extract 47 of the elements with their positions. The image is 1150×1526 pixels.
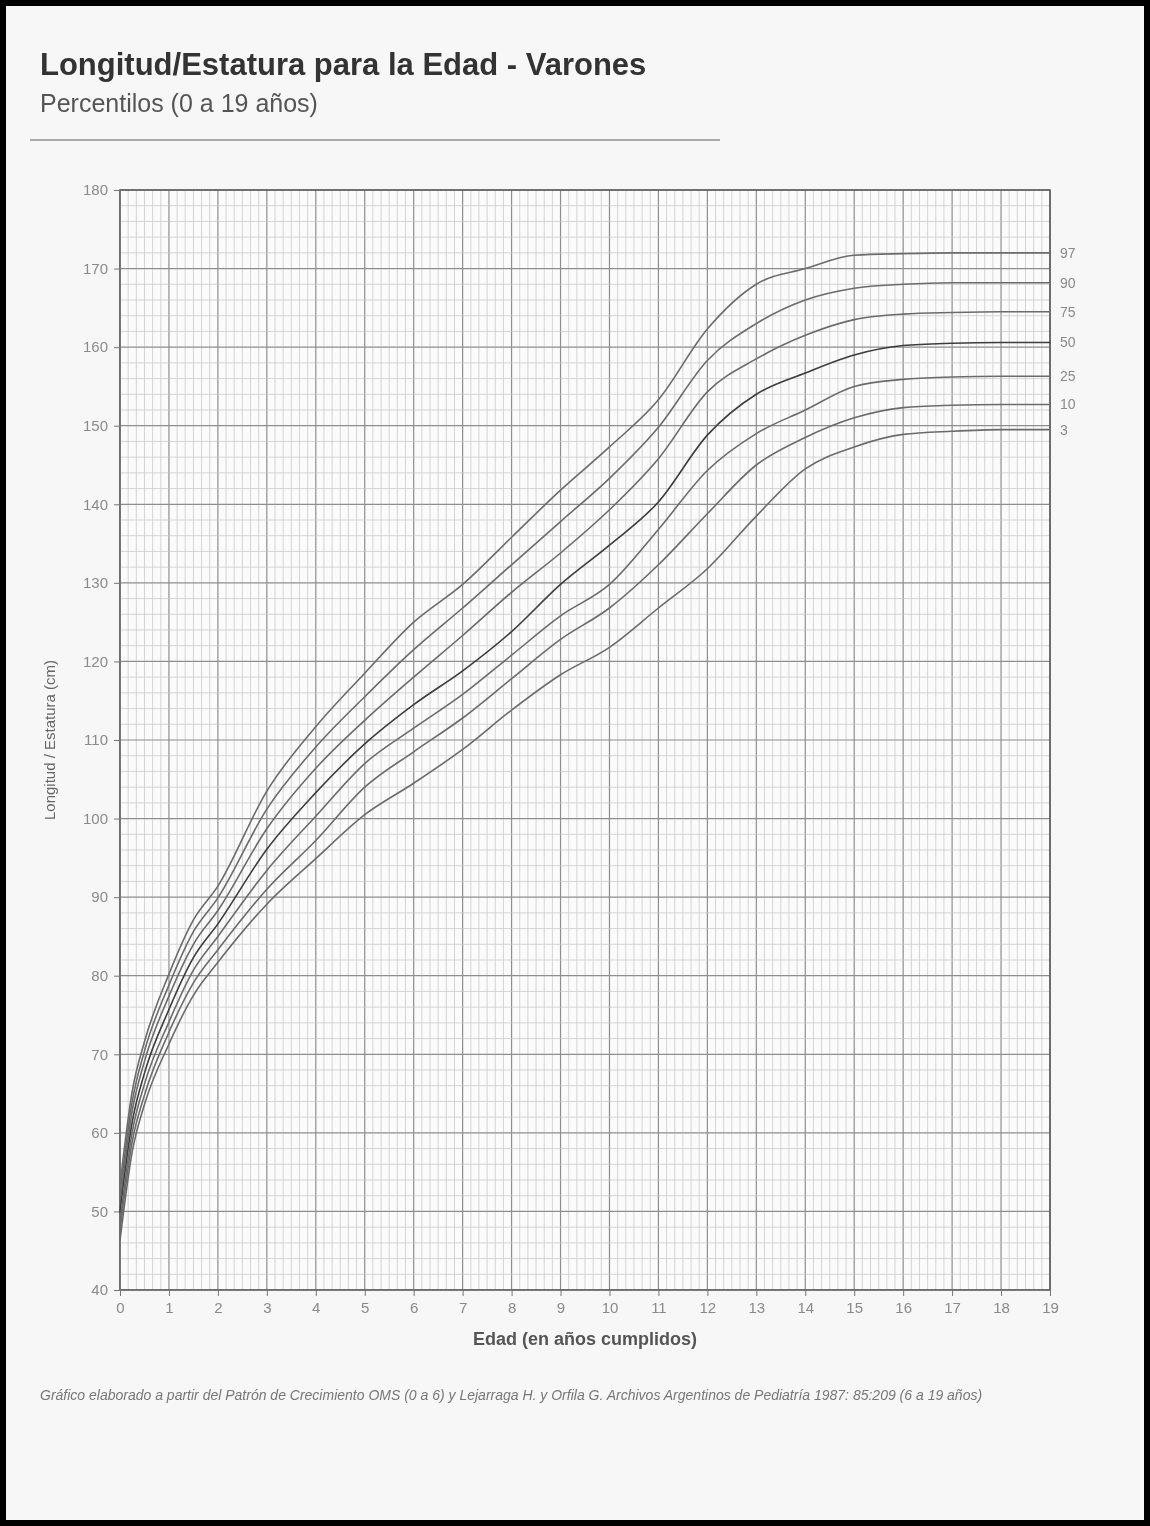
y-tick-label: 130 (82, 574, 108, 592)
chart-title: Longitud/Estatura para la Edad - Varones (40, 47, 647, 82)
x-axis-title: Edad (en años cumplidos) (472, 1329, 698, 1349)
y-tick-label: 70 (91, 1045, 108, 1063)
x-tick-label: 14 (797, 1298, 815, 1316)
x-tick-label: 1 (165, 1298, 174, 1316)
y-tick-label: 110 (84, 731, 108, 749)
series-label: 90 (1060, 274, 1076, 291)
x-tick-label: 6 (410, 1298, 419, 1316)
series-label: 25 (1060, 368, 1076, 385)
y-tick-label: 50 (91, 1202, 108, 1220)
x-tick-label: 2 (214, 1298, 223, 1316)
x-tick-label: 10 (601, 1298, 619, 1316)
x-tick-label: 0 (116, 1298, 125, 1316)
x-tick-label: 4 (312, 1298, 321, 1316)
x-tick-label: 16 (895, 1298, 912, 1316)
y-axis-title: Longitud / Estatura (cm) (41, 659, 58, 821)
y-tick-label: 150 (82, 417, 108, 435)
y-tick-label: 140 (82, 495, 108, 513)
series-label: 75 (1060, 303, 1076, 320)
y-tick-label: 80 (91, 967, 108, 985)
y-tick-label: 180 (82, 181, 108, 199)
x-tick-label: 11 (651, 1298, 667, 1316)
x-tick-label: 18 (993, 1298, 1010, 1316)
series-label: 3 (1060, 421, 1068, 438)
x-tick-label: 7 (458, 1298, 468, 1316)
chart-subtitle: Percentilos (0 a 19 años) (40, 89, 318, 117)
y-tick-label: 100 (82, 809, 108, 827)
x-tick-label: 13 (748, 1298, 766, 1316)
x-tick-label: 15 (846, 1298, 864, 1316)
x-tick-label: 12 (699, 1298, 717, 1316)
y-tick-label: 90 (91, 888, 108, 906)
series-label: 50 (1060, 334, 1076, 351)
series-label: 97 (1060, 244, 1076, 261)
x-tick-label: 9 (556, 1298, 566, 1316)
series-label: 10 (1060, 396, 1076, 413)
text: Gráfico elaborado a partir del Patrón de Crecimiento OMS (0 a 6) y Lejarraga H. y Orfila G. Archivos Argentinos de Pediatría 1987: 85:209 (6 a 19 años) (40, 1387, 983, 1403)
x-tick-label: 5 (361, 1298, 370, 1316)
y-tick-label: 160 (82, 338, 108, 356)
y-tick-label: 170 (82, 259, 108, 277)
x-tick-label: 17 (944, 1298, 961, 1316)
x-tick-label: 3 (263, 1298, 272, 1316)
y-tick-label: 120 (82, 652, 108, 670)
y-tick-label: 40 (91, 1281, 108, 1299)
y-tick-label: 60 (91, 1124, 108, 1142)
x-tick-label: 8 (507, 1298, 517, 1316)
x-tick-label: 19 (1042, 1298, 1059, 1316)
